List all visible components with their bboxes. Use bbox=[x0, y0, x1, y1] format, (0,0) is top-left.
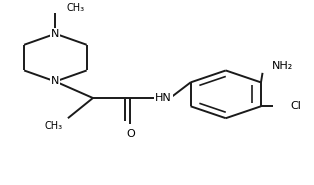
Text: O: O bbox=[126, 129, 135, 139]
Text: N: N bbox=[51, 29, 60, 39]
Text: N: N bbox=[51, 76, 60, 86]
Text: Cl: Cl bbox=[290, 101, 301, 111]
Text: NH₂: NH₂ bbox=[272, 61, 293, 71]
Text: HN: HN bbox=[155, 93, 172, 103]
Text: CH₃: CH₃ bbox=[66, 3, 84, 13]
Text: CH₃: CH₃ bbox=[45, 121, 63, 131]
